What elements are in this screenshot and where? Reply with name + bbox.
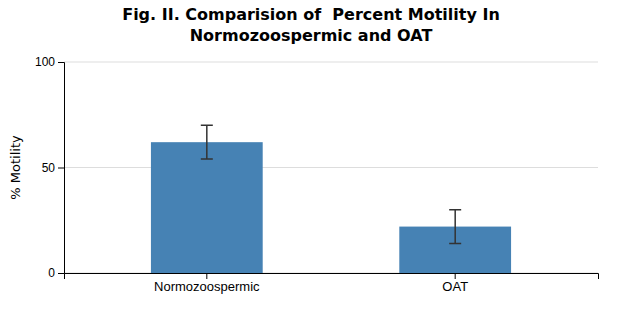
grid-line <box>64 62 598 63</box>
tick: 100 <box>35 55 64 69</box>
chart: Fig. II. Comparision of Percent Motility… <box>0 0 622 313</box>
axis-line <box>65 274 599 280</box>
tick-mark <box>58 62 64 63</box>
tick-label: OAT <box>442 279 468 294</box>
title-line: Normozoospermic and OAT <box>190 26 433 45</box>
tick: Normozoospermic <box>154 273 260 294</box>
tick-mark <box>58 168 64 169</box>
y-axis-title: % Motility <box>8 135 23 200</box>
bar <box>151 142 263 273</box>
plot: 0 50 100 Normozoospermic OAT % Motility <box>8 55 599 294</box>
tick: OAT <box>442 273 468 294</box>
error-bar <box>449 210 461 244</box>
tick-label: 0 <box>48 266 55 280</box>
tick-label: Normozoospermic <box>154 279 260 294</box>
x-axis: Normozoospermic OAT <box>65 273 599 294</box>
grid <box>64 62 598 273</box>
tick: 50 <box>42 161 64 175</box>
title: Fig. II. Comparision of Percent Motility… <box>122 5 500 45</box>
axis-line <box>58 63 65 274</box>
y-axis: 0 50 100 <box>35 55 65 280</box>
tick-mark <box>58 273 64 274</box>
marks <box>151 125 511 273</box>
tick-label: 50 <box>42 161 56 175</box>
tick-label: 100 <box>35 55 55 69</box>
tick: 0 <box>48 266 64 280</box>
tick-mark <box>206 273 207 279</box>
title-line: Fig. II. Comparision of Percent Motility… <box>122 5 500 24</box>
tick-mark <box>455 273 456 279</box>
error-bar <box>201 125 213 159</box>
grid-line <box>64 167 598 168</box>
